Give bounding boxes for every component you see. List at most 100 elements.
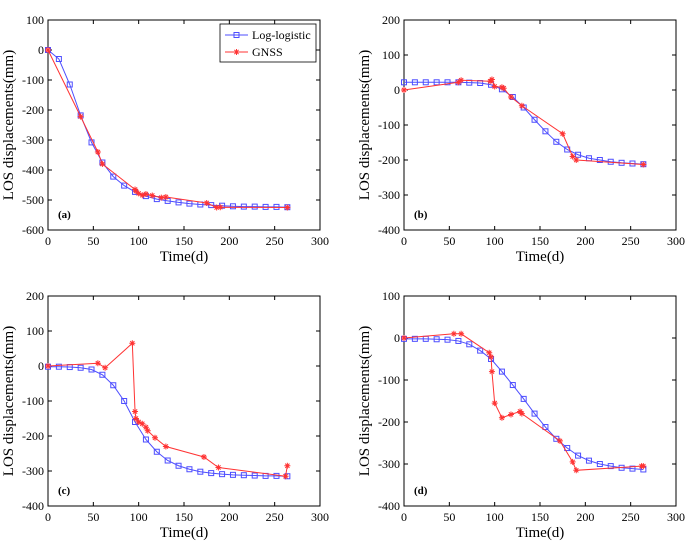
x-axis-label: Time(d) — [516, 249, 565, 265]
data-point-square — [229, 203, 236, 210]
data-point-square — [542, 424, 549, 431]
data-point-star — [450, 330, 457, 337]
data-point-square — [175, 462, 182, 469]
data-point-square — [629, 465, 636, 472]
data-point-star — [569, 458, 576, 465]
data-point-square — [477, 347, 484, 354]
x-tick-label: 0 — [401, 234, 407, 248]
data-point-square — [498, 368, 505, 375]
series-line-log-logistic — [404, 81, 644, 165]
x-tick-label: 150 — [531, 234, 549, 248]
data-point-square — [273, 472, 280, 479]
y-tick-label: -300 — [22, 133, 44, 147]
data-point-star — [213, 204, 220, 211]
data-point-square — [219, 471, 226, 478]
data-point-square — [596, 461, 603, 467]
data-point-star — [149, 192, 156, 199]
data-point-star — [203, 200, 210, 206]
series-line-gnss — [403, 78, 644, 166]
data-point-square — [531, 410, 538, 417]
data-point-star — [491, 400, 498, 407]
y-tick-label: -100 — [378, 373, 400, 387]
x-tick-label: 300 — [667, 510, 685, 524]
data-point-star — [488, 368, 495, 375]
x-tick-label: 200 — [220, 234, 238, 248]
data-point-star — [458, 330, 465, 337]
data-point-star — [129, 340, 136, 347]
series-line-gnss — [47, 342, 288, 477]
y-tick-label: 0 — [38, 359, 44, 373]
data-point-star — [518, 102, 525, 109]
data-point-square — [466, 341, 473, 348]
data-point-star — [486, 349, 493, 356]
x-axis-label: Time(d) — [160, 525, 209, 541]
x-axis-label: Time(d) — [160, 249, 209, 265]
data-point-star — [491, 83, 498, 90]
data-point-square — [240, 203, 247, 210]
data-point-star — [556, 437, 563, 444]
data-point-square — [142, 436, 149, 443]
data-point-square — [607, 463, 614, 470]
y-tick-label: -400 — [378, 499, 400, 513]
y-tick-label: -100 — [22, 73, 44, 87]
data-point-square — [219, 202, 226, 209]
data-point-square — [444, 79, 451, 86]
x-tick-label: 200 — [576, 234, 594, 248]
data-point-square — [433, 79, 440, 86]
data-point-square — [444, 336, 451, 343]
series-line-gnss — [47, 49, 288, 209]
data-point-square — [596, 157, 603, 163]
data-point-star — [45, 363, 51, 369]
data-point-square — [520, 104, 527, 111]
data-point-square — [251, 203, 258, 210]
data-point-square — [99, 371, 106, 378]
data-point-star — [498, 414, 505, 421]
data-point-star — [401, 87, 407, 93]
data-point-star — [215, 464, 222, 471]
data-point-square — [153, 448, 160, 455]
x-tick-label: 250 — [266, 234, 284, 248]
x-tick-label: 300 — [311, 510, 329, 524]
data-point-square — [575, 452, 582, 459]
data-point-square — [66, 81, 73, 88]
data-point-square — [273, 203, 280, 210]
x-tick-label: 50 — [443, 510, 455, 524]
x-tick-label: 150 — [175, 234, 193, 248]
x-tick-label: 150 — [175, 510, 193, 524]
data-point-square — [110, 382, 117, 389]
chart-panel-3: 0 50 100 150 200 250 300 -400 -300 -200 -100 0 100 20… — [1, 289, 329, 541]
y-axis-label: LOS displacements(mm) — [1, 326, 17, 476]
data-point-star — [569, 153, 576, 160]
plot-frame — [403, 295, 677, 507]
data-point-star — [488, 76, 495, 83]
data-point-square — [208, 470, 215, 477]
legend: Log-logistic GNSS — [219, 23, 317, 63]
data-point-star — [507, 411, 514, 418]
data-point-square — [509, 382, 516, 389]
y-tick-label: 100 — [382, 48, 400, 62]
panel-label: (d) — [414, 485, 428, 497]
y-tick-label: 0 — [394, 331, 400, 345]
data-point-star — [573, 157, 580, 163]
series-line-log-logistic — [47, 49, 288, 208]
series-line-log-logistic — [404, 338, 644, 470]
panel-label: (a) — [58, 209, 71, 221]
data-point-square — [175, 199, 182, 206]
y-tick-label: 100 — [26, 324, 44, 338]
data-point-square — [411, 79, 418, 86]
data-point-star — [507, 94, 514, 100]
data-point-star — [488, 353, 495, 360]
legend-entry-label: Log-logistic — [252, 28, 311, 42]
legend-entry-label: GNSS — [252, 45, 283, 59]
x-tick-label: 100 — [130, 510, 148, 524]
data-point-star — [573, 467, 580, 474]
y-tick-label: -100 — [22, 394, 44, 408]
y-tick-label: -200 — [22, 103, 44, 117]
data-point-square — [55, 56, 62, 62]
data-point-star — [135, 419, 142, 425]
x-tick-label: 50 — [443, 234, 455, 248]
y-tick-label: -300 — [22, 464, 44, 478]
y-tick-label: -500 — [22, 193, 44, 207]
y-tick-label: -400 — [378, 223, 400, 237]
data-point-star — [139, 420, 146, 427]
